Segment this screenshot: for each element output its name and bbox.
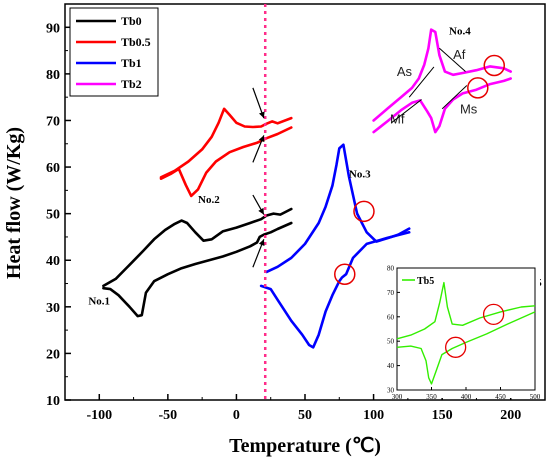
x-tick-label: 100 — [363, 408, 384, 423]
series-Tb1-curve-heating — [265, 143, 411, 274]
inset-series-group — [396, 281, 536, 385]
series-Tb1-curve-cooling — [259, 231, 411, 349]
y-tick-label: 40 — [46, 254, 60, 269]
inset-background — [380, 262, 540, 398]
x-tick-label: 50 — [298, 408, 312, 423]
series-Tb0-curve-cooling — [102, 221, 293, 318]
inset-x-tick-label: 450 — [495, 393, 506, 401]
x-axis-label: Temperature (℃) — [229, 435, 381, 457]
y-axis-label: Heat flow (W/Kg) — [3, 127, 25, 279]
x-tick-label: 0 — [233, 408, 240, 423]
series-Tb0-curve-heating — [102, 207, 293, 288]
y-tick-label: 50 — [46, 208, 60, 223]
inset-annotations — [444, 303, 505, 358]
inset-legend-label-Tb5: Tb5 — [417, 276, 434, 287]
sample-label-2: No.2 — [198, 194, 220, 206]
inset-y-tick-label: 60 — [387, 313, 395, 321]
highlight-circle — [334, 263, 356, 285]
series-Tb2-curve-cooling — [372, 77, 513, 134]
indicator-arrow-head — [258, 111, 265, 119]
indicator-arrow-head — [258, 135, 265, 143]
indicator-arrow-head — [258, 239, 265, 246]
x-tick-label: 200 — [500, 408, 521, 423]
x-tick-label: 150 — [432, 408, 453, 423]
y-tick-label: 20 — [46, 347, 60, 362]
inset-y-tick-label: 70 — [387, 289, 395, 297]
tangent-line — [441, 85, 468, 110]
inset-x-tick-label: 400 — [461, 393, 472, 401]
legend-label-Tb0.5: Tb0.5 — [121, 35, 151, 49]
inset-x-tick-label: 350 — [426, 393, 437, 401]
series-Tb0.5-curve-cooling — [159, 126, 293, 198]
tangent-line — [408, 66, 435, 98]
inset-y-tick-label: 40 — [387, 362, 395, 370]
phase-label-Ms: Ms — [460, 101, 478, 116]
inset-x-tick-label: 500 — [530, 393, 541, 401]
series-Tb2-curve-heating — [372, 28, 513, 122]
inset-y-tick-label: 30 — [387, 387, 395, 395]
inset-y-tick-label: 50 — [387, 338, 395, 346]
y-tick-label: 10 — [46, 394, 60, 409]
sample-label-4: No.4 — [449, 25, 471, 37]
phase-label-As: As — [397, 64, 413, 79]
tangent-line — [439, 47, 466, 72]
legend-label-Tb1: Tb1 — [121, 56, 142, 70]
inset-axis-ticks: 300 350 400 450 500 30 40 50 60 70 80 — [387, 265, 541, 402]
series-Tb0.5-curve-heating — [159, 107, 293, 179]
legend-label-Tb0: Tb0 — [121, 14, 142, 28]
legend-box — [69, 7, 159, 97]
legend: Tb0 Tb0.5 Tb1 Tb2 — [69, 7, 159, 97]
sample-label-3: No.3 — [349, 168, 371, 180]
x-tick-label: -100 — [86, 408, 112, 423]
sample-label-1: No.1 — [88, 295, 110, 307]
y-tick-label: 30 — [46, 301, 60, 316]
tangent-line — [391, 99, 422, 124]
highlight-circle — [483, 54, 506, 77]
indicator-arrow-head — [258, 207, 264, 215]
main-axis-ticks: -100 -50 0 50 100 150 200 10 20 30 40 50 60 70 80 90 — [46, 21, 546, 423]
y-tick-label: 60 — [46, 161, 60, 176]
highlight-circle — [467, 77, 489, 99]
phase-label-Af: Af — [453, 47, 466, 62]
y-tick-label: 70 — [46, 114, 60, 129]
inset-x-tick-label: 300 — [392, 393, 403, 401]
y-tick-label: 80 — [46, 68, 60, 83]
inset-series-Tb5-curve-heating — [396, 281, 536, 340]
highlight-circle — [353, 200, 375, 223]
legend-label-Tb2: Tb2 — [121, 77, 142, 91]
y-tick-label: 90 — [46, 21, 60, 36]
legend-items: Tb0 Tb0.5 Tb1 Tb2 — [76, 14, 151, 91]
inset-chart: 300 350 400 450 500 30 40 50 60 70 80 Tb5 — [380, 262, 541, 401]
inset-legend: Tb5 — [402, 276, 434, 287]
inset-highlight-circle — [444, 336, 467, 358]
inset-series-Tb5-curve-cooling — [396, 311, 536, 385]
x-tick-label: -50 — [159, 408, 178, 423]
inset-y-tick-label: 80 — [387, 265, 395, 273]
inset-highlight-circle — [482, 303, 505, 326]
